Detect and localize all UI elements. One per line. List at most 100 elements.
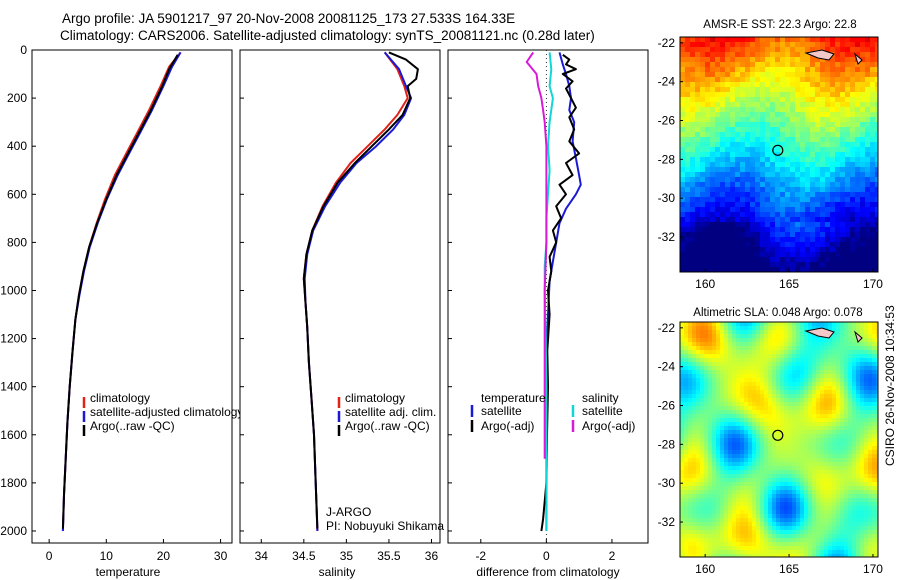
map-cell (696, 494, 701, 499)
map-cell (852, 382, 857, 387)
map-cell (736, 530, 741, 535)
map-cell (768, 354, 773, 359)
map-cell (696, 354, 701, 359)
map-cell (684, 542, 689, 547)
map-cell (728, 422, 733, 427)
map-cell (792, 322, 797, 327)
map-cell (764, 518, 769, 523)
map-cell (720, 57, 726, 63)
map-cell (716, 418, 721, 423)
map-cell (680, 338, 685, 343)
map-cell (815, 132, 821, 138)
map-cell (800, 506, 805, 511)
map-cell (748, 350, 753, 355)
map-cell (824, 370, 829, 375)
map-cell (850, 237, 856, 243)
map-cell (705, 127, 711, 133)
map-cell (776, 390, 781, 395)
map-cell (728, 482, 733, 487)
map-cell (704, 470, 709, 475)
map-cell (740, 342, 745, 347)
map-cell (744, 550, 749, 555)
map-cell (876, 494, 879, 499)
map-cell (705, 117, 711, 123)
map-cell (850, 57, 856, 63)
map-cell (685, 227, 691, 233)
map-cell (848, 414, 853, 419)
map-cell (785, 192, 791, 198)
sst-map-frame (679, 36, 879, 273)
map-cell (832, 478, 837, 483)
map-cell (840, 137, 846, 143)
map-cell (845, 262, 851, 268)
map-cell (716, 546, 721, 551)
map-cell (732, 518, 737, 523)
map-cell (840, 350, 845, 355)
map-cell (748, 374, 753, 379)
map-cell (776, 326, 781, 331)
map-cell (816, 538, 821, 543)
map-cell (745, 67, 751, 73)
map-cell (868, 522, 873, 527)
map-cell (825, 117, 831, 123)
map-cell (820, 370, 825, 375)
map-cell (824, 326, 829, 331)
map-cell (828, 358, 833, 363)
map-cell (868, 478, 873, 483)
map-cell (828, 442, 833, 447)
map-cell (700, 122, 706, 128)
map-cell (824, 510, 829, 515)
map-cell (825, 42, 831, 48)
map-cell (840, 410, 845, 415)
map-cell (716, 526, 721, 531)
map-cell (824, 530, 829, 535)
map-cell (824, 446, 829, 451)
map-cell (740, 87, 746, 93)
map-cell (756, 374, 761, 379)
map-cell (752, 402, 757, 407)
map-cell (825, 77, 831, 83)
map-cell (695, 142, 701, 148)
map-cell (792, 534, 797, 539)
map-cell (740, 426, 745, 431)
map-cell (850, 137, 856, 143)
map-cell (835, 52, 841, 58)
map-cell (872, 458, 877, 463)
map-cell (736, 370, 741, 375)
map-cell (710, 192, 716, 198)
map-cell (832, 406, 837, 411)
map-cell (728, 402, 733, 407)
map-cell (840, 426, 845, 431)
map-cell (792, 462, 797, 467)
map-cell (816, 366, 821, 371)
map-cell (756, 394, 761, 399)
map-cell (705, 252, 711, 258)
map-cell (680, 177, 686, 183)
map-cell (760, 434, 765, 439)
map-cell (724, 382, 729, 387)
map-cell (780, 122, 786, 128)
map-cell (824, 474, 829, 479)
map-cell (740, 394, 745, 399)
map-cell (730, 247, 736, 253)
map-cell (688, 374, 693, 379)
map-cell (760, 506, 765, 511)
map-cell (780, 52, 786, 58)
map-cell (865, 142, 871, 148)
map-cell (840, 342, 845, 347)
map-cell (795, 87, 801, 93)
map-cell (820, 534, 825, 539)
map-cell (875, 127, 879, 133)
map-cell (800, 192, 806, 198)
map-cell (848, 390, 853, 395)
map-cell (844, 394, 849, 399)
map-cell (740, 147, 746, 153)
map-cell (848, 338, 853, 343)
map-cell (695, 217, 701, 223)
map-cell (800, 132, 806, 138)
map-cell (840, 366, 845, 371)
map-cell (768, 506, 773, 511)
map-cell (720, 374, 725, 379)
map-cell (700, 157, 706, 163)
map-cell (855, 182, 861, 188)
